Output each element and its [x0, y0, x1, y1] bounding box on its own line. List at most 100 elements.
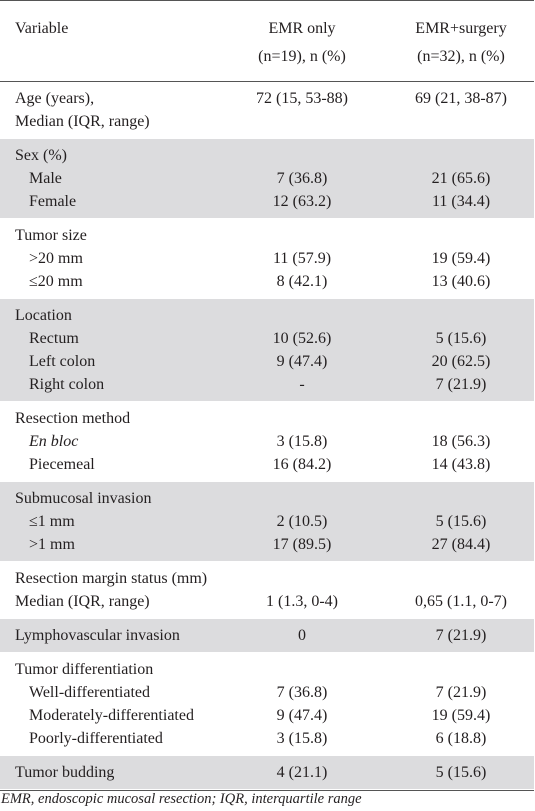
row-label: Piecemeal: [29, 456, 95, 473]
cell-emr-only: 2 (10.5): [276, 513, 328, 530]
table-row: Piecemeal 16 (84.2) 14 (43.8): [0, 453, 534, 476]
row-label: >1 mm: [29, 536, 75, 553]
table-section: Submucosal invasion ≤1 mm 2 (10.5) 5 (15.6)…: [0, 482, 534, 562]
table-row: >1 mm 17 (89.5) 27 (84.4): [0, 533, 534, 556]
table-row: Rectum 10 (52.6) 5 (15.6): [0, 327, 534, 350]
table-row: Age (years), 72 (15, 53-88) 69 (21, 38-87): [0, 87, 534, 110]
cell-emr-surgery: 5 (15.6): [435, 513, 487, 530]
row-label: Lymphovascular invasion: [15, 627, 180, 644]
cell-emr-only: 16 (84.2): [272, 456, 332, 473]
header-variable: Variable: [15, 20, 69, 37]
cell-emr-only: 0: [298, 627, 306, 644]
table-row: Resection method: [0, 407, 534, 430]
table-row: Poorly-differentiated 3 (15.8) 6 (18.8): [0, 727, 534, 750]
table-row: ≤20 mm 8 (42.1) 13 (40.6): [0, 270, 534, 293]
table-section: Sex (%) Male 7 (36.8) 21 (65.6) Female 12 (63…: [0, 139, 534, 219]
header-emr-only-line1: EMR only: [268, 20, 336, 37]
table-section: Lymphovascular invasion 0 7 (21.9): [0, 619, 534, 653]
cell-emr-surgery: 7 (21.9): [435, 684, 487, 701]
table-section: Resection margin status (mm) Median (IQR,…: [0, 562, 534, 619]
cell-emr-only: 9 (47.4): [276, 353, 328, 370]
table-footnote: EMR, endoscopic mucosal resection; IQR, …: [1, 791, 362, 807]
table-row: Left colon 9 (47.4) 20 (62.5): [0, 350, 534, 373]
table-row: Median (IQR, range) 1 (1.3, 0-4) 0,65 (1.1…: [0, 590, 534, 613]
row-label: Tumor budding: [15, 764, 115, 781]
row-label: Submucosal invasion: [15, 490, 152, 507]
cell-emr-surgery: 19 (59.4): [431, 250, 491, 267]
table-row: ≤1 mm 2 (10.5) 5 (15.6): [0, 510, 534, 533]
cell-emr-only: 11 (57.9): [272, 250, 332, 267]
table-row: Male 7 (36.8) 21 (65.6): [0, 167, 534, 190]
cell-emr-only: -: [299, 376, 305, 393]
cell-emr-surgery: 14 (43.8): [431, 456, 491, 473]
table-row: Right colon - 7 (21.9): [0, 373, 534, 396]
cell-emr-only: 10 (52.6): [272, 330, 332, 347]
row-label: Well-differentiated: [29, 684, 151, 701]
cell-emr-surgery: 21 (65.6): [431, 170, 491, 187]
table-section: Resection method En bloc 3 (15.8) 18 (56.3)…: [0, 402, 534, 482]
cell-emr-surgery: 6 (18.8): [435, 730, 487, 747]
table-row: Resection margin status (mm): [0, 567, 534, 590]
header-emr-surgery-line1: EMR+surgery: [415, 20, 507, 37]
row-label: Median (IQR, range): [15, 113, 150, 130]
cell-emr-only: 7 (36.8): [276, 684, 328, 701]
cell-emr-only: 12 (63.2): [272, 193, 332, 210]
table-row: >20 mm 11 (57.9) 19 (59.4): [0, 247, 534, 270]
row-label: Location: [15, 307, 72, 324]
table-row: Female 12 (63.2) 11 (34.4): [0, 190, 534, 213]
cell-emr-surgery: 5 (15.6): [435, 330, 487, 347]
table-section: Tumor differentiation Well-differentiated…: [0, 653, 534, 756]
row-label: Sex (%): [15, 147, 67, 164]
table-section: Age (years), 72 (15, 53-88) 69 (21, 38-87)…: [0, 82, 534, 139]
row-label: Right colon: [29, 376, 105, 393]
cell-emr-only: 4 (21.1): [276, 764, 328, 781]
table-bottom-rule: [0, 790, 534, 791]
table-row: Moderately-differentiated 9 (47.4) 19 (59.…: [0, 704, 534, 727]
header-emr-surgery-line2: (n=32), n (%): [417, 48, 505, 65]
row-label: Tumor size: [15, 227, 87, 244]
row-label: Median (IQR, range): [15, 593, 150, 610]
cell-emr-only: 9 (47.4): [276, 707, 328, 724]
row-label: Female: [29, 193, 77, 210]
row-label: >20 mm: [29, 250, 83, 267]
cell-emr-only: 72 (15, 53-88): [256, 90, 348, 107]
table-row: Location: [0, 304, 534, 327]
table-section: Tumor budding 4 (21.1) 5 (15.6): [0, 756, 534, 790]
row-label: ≤20 mm: [29, 273, 83, 290]
table-row: Sex (%): [0, 144, 534, 167]
data-table: Variable EMR only (n=19), n (%) EMR+surg…: [0, 0, 534, 791]
cell-emr-only: 8 (42.1): [276, 273, 328, 290]
table-row: Lymphovascular invasion 0 7 (21.9): [0, 624, 534, 647]
row-label: ≤1 mm: [29, 513, 75, 530]
cell-emr-only: 3 (15.8): [276, 730, 328, 747]
cell-emr-surgery: 13 (40.6): [431, 273, 491, 290]
cell-emr-surgery: 19 (59.4): [431, 707, 491, 724]
table-row: Well-differentiated 7 (36.8) 7 (21.9): [0, 681, 534, 704]
row-label: Rectum: [29, 330, 79, 347]
row-label: Age (years),: [15, 90, 95, 107]
table-section: Location Rectum 10 (52.6) 5 (15.6) Left colo…: [0, 299, 534, 402]
row-label: Resection margin status (mm): [15, 570, 208, 587]
row-label: Moderately-differentiated: [29, 707, 194, 724]
row-label: Resection method: [15, 410, 131, 427]
row-label: Tumor differentiation: [15, 661, 154, 678]
cell-emr-surgery: 27 (84.4): [431, 536, 491, 553]
table-row: En bloc 3 (15.8) 18 (56.3): [0, 430, 534, 453]
cell-emr-surgery: 20 (62.5): [431, 353, 491, 370]
header-emr-only-line2: (n=19), n (%): [258, 48, 346, 65]
cell-emr-only: 17 (89.5): [272, 536, 332, 553]
table-section: Tumor size >20 mm 11 (57.9) 19 (59.4) ≤20 mm…: [0, 219, 534, 299]
cell-emr-surgery: 0,65 (1.1, 0-7): [415, 593, 507, 610]
table-body: Age (years), 72 (15, 53-88) 69 (21, 38-87)…: [0, 82, 534, 790]
table-row: Tumor budding 4 (21.1) 5 (15.6): [0, 761, 534, 784]
table-row: Median (IQR, range): [0, 110, 534, 133]
table-row: Tumor size: [0, 224, 534, 247]
cell-emr-surgery: 11 (34.4): [431, 193, 491, 210]
cell-emr-surgery: 7 (21.9): [435, 627, 487, 644]
cell-emr-only: 1 (1.3, 0-4): [266, 593, 338, 610]
table-row: Tumor differentiation: [0, 658, 534, 681]
table-header: Variable EMR only (n=19), n (%) EMR+surg…: [0, 0, 534, 82]
row-label: En bloc: [29, 433, 79, 450]
cell-emr-surgery: 7 (21.9): [435, 376, 487, 393]
table-row: Submucosal invasion: [0, 487, 534, 510]
